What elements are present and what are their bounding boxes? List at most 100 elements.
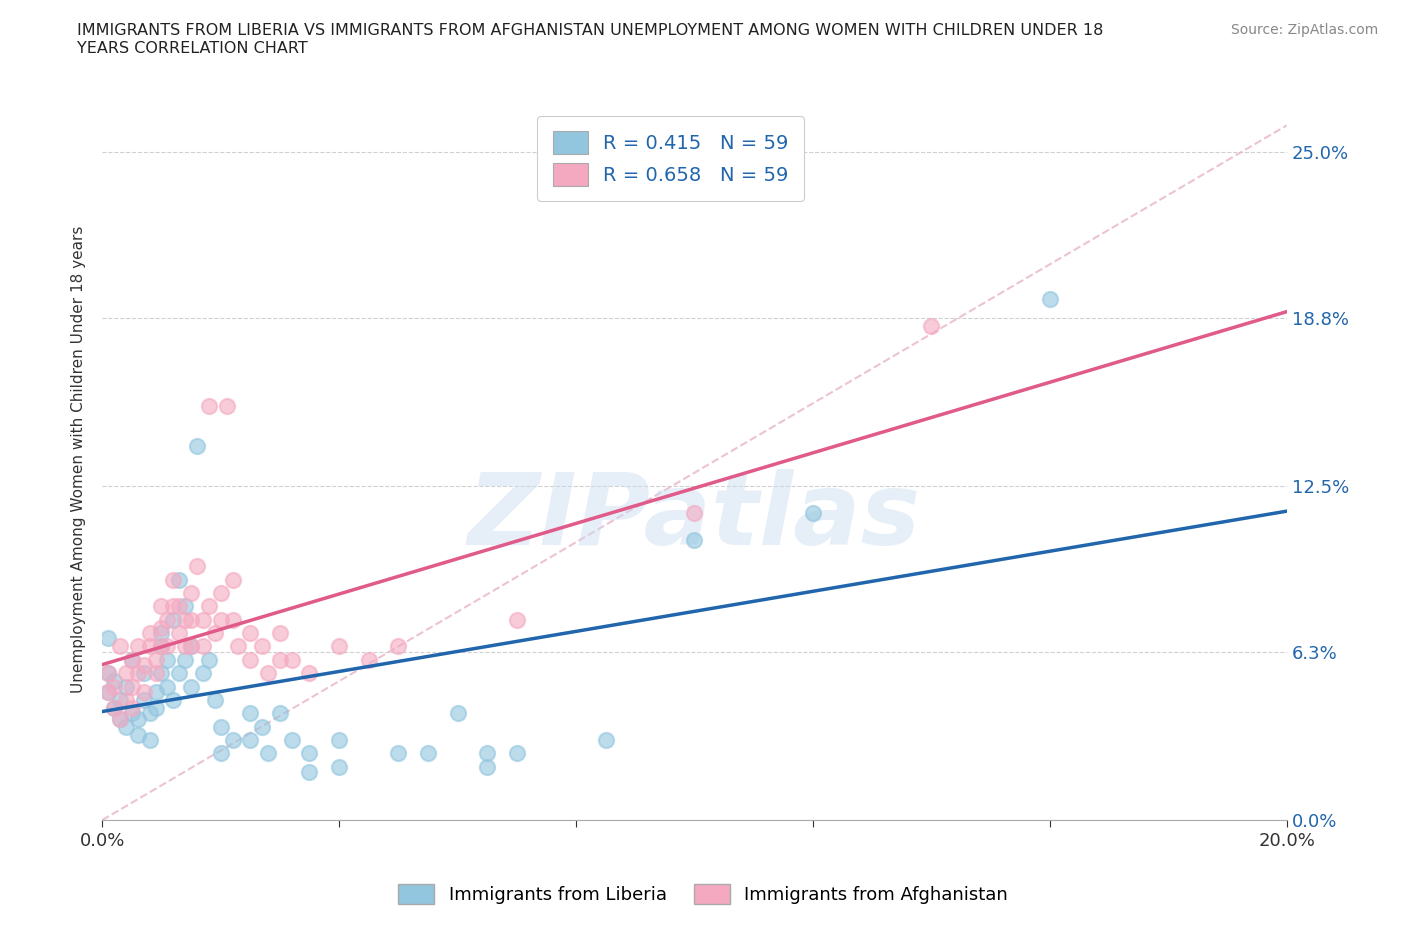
Point bbox=[167, 572, 190, 587]
Point bbox=[204, 693, 226, 708]
Point bbox=[269, 706, 291, 721]
Point bbox=[298, 746, 321, 761]
Point bbox=[250, 639, 273, 654]
Legend: Immigrants from Liberia, Immigrants from Afghanistan: Immigrants from Liberia, Immigrants from… bbox=[391, 876, 1015, 911]
Point bbox=[198, 399, 221, 414]
Point bbox=[167, 626, 190, 641]
Y-axis label: Unemployment Among Women with Children Under 18 years: Unemployment Among Women with Children U… bbox=[72, 226, 86, 693]
Point bbox=[162, 599, 184, 614]
Point bbox=[475, 746, 498, 761]
Point bbox=[150, 639, 173, 654]
Point bbox=[103, 700, 125, 715]
Point bbox=[132, 684, 155, 699]
Point bbox=[127, 666, 149, 681]
Point bbox=[103, 679, 125, 694]
Point bbox=[257, 746, 280, 761]
Point bbox=[257, 666, 280, 681]
Point bbox=[97, 684, 120, 699]
Point bbox=[280, 733, 302, 748]
Point bbox=[180, 586, 202, 601]
Point bbox=[115, 666, 138, 681]
Point bbox=[328, 759, 350, 774]
Point bbox=[108, 711, 131, 726]
Point bbox=[145, 700, 167, 715]
Point bbox=[446, 706, 468, 721]
Point bbox=[127, 639, 149, 654]
Point bbox=[108, 711, 131, 726]
Point bbox=[416, 746, 439, 761]
Point bbox=[127, 711, 149, 726]
Point bbox=[801, 505, 824, 520]
Point bbox=[180, 639, 202, 654]
Point bbox=[103, 673, 125, 688]
Point bbox=[138, 639, 160, 654]
Point bbox=[221, 572, 243, 587]
Point bbox=[121, 706, 143, 721]
Point bbox=[174, 652, 197, 667]
Point bbox=[215, 399, 238, 414]
Point bbox=[156, 612, 179, 627]
Point bbox=[97, 666, 120, 681]
Point bbox=[186, 559, 208, 574]
Point bbox=[221, 733, 243, 748]
Point bbox=[145, 684, 167, 699]
Point bbox=[132, 666, 155, 681]
Point bbox=[108, 693, 131, 708]
Point bbox=[198, 652, 221, 667]
Point bbox=[150, 599, 173, 614]
Point bbox=[97, 631, 120, 645]
Point bbox=[174, 599, 197, 614]
Point bbox=[121, 652, 143, 667]
Point bbox=[204, 626, 226, 641]
Point bbox=[174, 639, 197, 654]
Point bbox=[328, 733, 350, 748]
Point bbox=[97, 666, 120, 681]
Point bbox=[239, 706, 262, 721]
Point bbox=[150, 626, 173, 641]
Point bbox=[239, 733, 262, 748]
Point bbox=[506, 746, 529, 761]
Point bbox=[145, 666, 167, 681]
Point bbox=[683, 532, 706, 547]
Point bbox=[209, 719, 232, 734]
Text: Source: ZipAtlas.com: Source: ZipAtlas.com bbox=[1230, 23, 1378, 37]
Point bbox=[150, 620, 173, 635]
Point bbox=[683, 505, 706, 520]
Point bbox=[121, 652, 143, 667]
Point bbox=[239, 626, 262, 641]
Point bbox=[920, 318, 942, 333]
Point bbox=[167, 666, 190, 681]
Text: ZIPatlas: ZIPatlas bbox=[468, 469, 921, 565]
Point bbox=[180, 612, 202, 627]
Point bbox=[174, 612, 197, 627]
Point bbox=[156, 652, 179, 667]
Point bbox=[156, 679, 179, 694]
Point bbox=[191, 639, 214, 654]
Point bbox=[298, 764, 321, 779]
Point bbox=[298, 666, 321, 681]
Point bbox=[138, 733, 160, 748]
Point bbox=[239, 652, 262, 667]
Point bbox=[186, 439, 208, 454]
Point bbox=[145, 652, 167, 667]
Point bbox=[97, 684, 120, 699]
Legend: R = 0.415   N = 59, R = 0.658   N = 59: R = 0.415 N = 59, R = 0.658 N = 59 bbox=[537, 115, 804, 202]
Point bbox=[121, 679, 143, 694]
Point bbox=[387, 639, 409, 654]
Point bbox=[209, 612, 232, 627]
Point bbox=[506, 612, 529, 627]
Point bbox=[269, 652, 291, 667]
Point bbox=[108, 639, 131, 654]
Point bbox=[121, 700, 143, 715]
Point bbox=[150, 666, 173, 681]
Point bbox=[328, 639, 350, 654]
Point bbox=[162, 572, 184, 587]
Point bbox=[250, 719, 273, 734]
Point bbox=[138, 706, 160, 721]
Point bbox=[180, 679, 202, 694]
Point bbox=[228, 639, 250, 654]
Point bbox=[156, 639, 179, 654]
Point bbox=[209, 586, 232, 601]
Point bbox=[138, 626, 160, 641]
Point bbox=[132, 693, 155, 708]
